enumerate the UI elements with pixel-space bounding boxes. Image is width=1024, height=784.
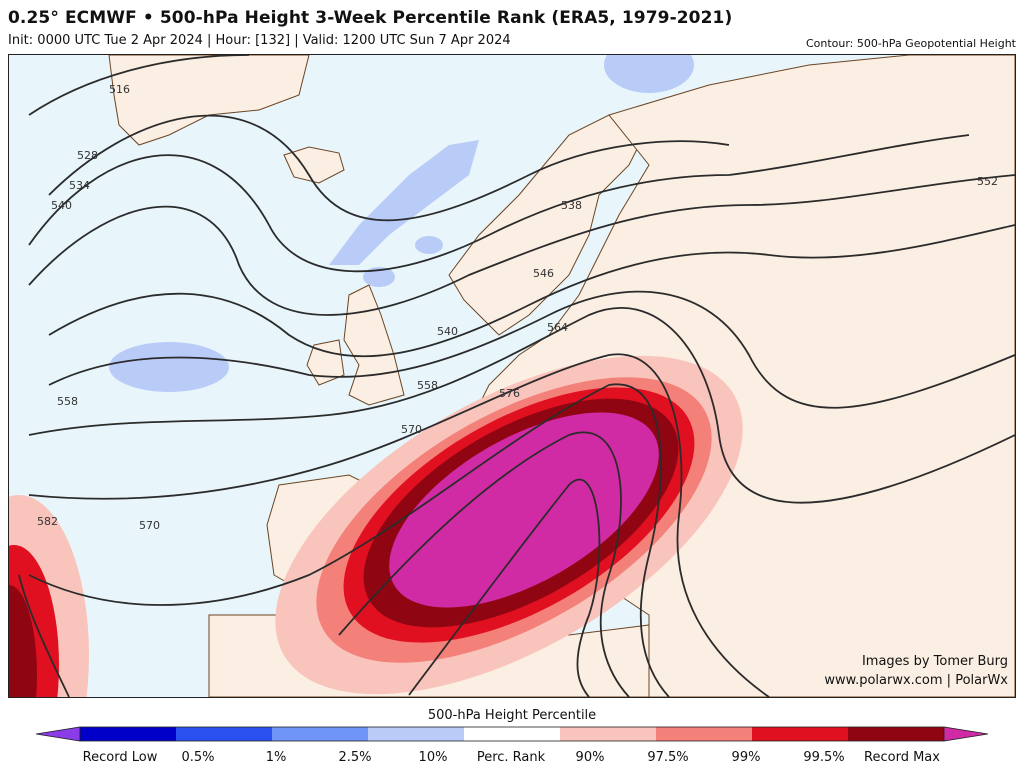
colorbar-label: 90% bbox=[575, 750, 605, 765]
colorbar-label: 0.5% bbox=[181, 750, 215, 765]
contour-label: 576 bbox=[499, 387, 520, 400]
colorbar-label: 99.5% bbox=[803, 750, 845, 765]
height-contours bbox=[18, 55, 1015, 697]
colorbar-segment bbox=[848, 727, 944, 741]
colorbar-label: Record Low bbox=[82, 750, 158, 765]
colorbar-label: 97.5% bbox=[647, 750, 689, 765]
contour-label: 552 bbox=[977, 175, 998, 188]
contour-note: Contour: 500-hPa Geopotential Height bbox=[805, 37, 1016, 50]
colorbar-segment bbox=[272, 727, 368, 741]
contour-label: 528 bbox=[77, 149, 98, 162]
contour-label: 516 bbox=[109, 83, 130, 96]
greenland bbox=[108, 55, 310, 146]
contour-label: 570 bbox=[401, 423, 422, 436]
map-title: 0.25° ECMWF • 500-hPa Height 3-Week Perc… bbox=[8, 8, 733, 28]
contour-label: 582 bbox=[37, 515, 58, 528]
contour-label: 558 bbox=[57, 395, 78, 408]
colorbar-segments bbox=[35, 726, 989, 742]
colorbar-label: 1% bbox=[265, 750, 287, 765]
colorbar-label: 2.5% bbox=[338, 750, 372, 765]
contour-label: 558 bbox=[417, 379, 438, 392]
colorbar-segment bbox=[560, 727, 656, 741]
iceland bbox=[283, 146, 345, 184]
percentile-shading bbox=[9, 55, 743, 697]
ireland bbox=[306, 339, 345, 386]
colorbar-segment bbox=[368, 727, 464, 741]
map-subtitle: Init: 0000 UTC Tue 2 Apr 2024 | Hour: [1… bbox=[8, 33, 511, 48]
colorbar-labels: Record Low 0.5% 1% 2.5% 10% Perc. Rank 90% 97.5… bbox=[0, 750, 1024, 770]
contour-label: 534 bbox=[69, 179, 90, 192]
colorbar-label: Perc. Rank bbox=[476, 750, 546, 765]
credit-line-1: Images by Tomer Burg bbox=[861, 654, 1008, 669]
colorbar-segment bbox=[35, 726, 81, 742]
map-panel: 516 528 534 540 538 546 552 558 564 558 … bbox=[8, 54, 1016, 698]
contour-label: 540 bbox=[51, 199, 72, 212]
contour-label: 570 bbox=[139, 519, 160, 532]
contour-label: 540 bbox=[437, 325, 458, 338]
colorbar-segment bbox=[943, 726, 989, 742]
colorbar-segment bbox=[80, 727, 176, 741]
britain bbox=[343, 284, 405, 406]
contour-label-group: 516 528 534 540 538 546 552 558 564 558 … bbox=[37, 83, 998, 532]
map-canvas: 516 528 534 540 538 546 552 558 564 558 … bbox=[9, 55, 1015, 697]
colorbar-segment bbox=[752, 727, 848, 741]
colorbar-segment bbox=[176, 727, 272, 741]
colorbar-label: 10% bbox=[418, 750, 448, 765]
scandinavia bbox=[448, 114, 650, 336]
contour-label: 546 bbox=[533, 267, 554, 280]
credit-line-2: www.polarwx.com | PolarWx bbox=[824, 673, 1008, 688]
colorbar-segment bbox=[464, 727, 560, 741]
contour-label: 538 bbox=[561, 199, 582, 212]
colorbar-label: Record Max bbox=[864, 750, 940, 765]
colorbar-label: 99% bbox=[731, 750, 761, 765]
colorbar-segment bbox=[656, 727, 752, 741]
contour-label: 564 bbox=[547, 321, 568, 334]
colorbar-title: 500-hPa Height Percentile bbox=[427, 708, 597, 723]
colorbar bbox=[35, 726, 989, 742]
